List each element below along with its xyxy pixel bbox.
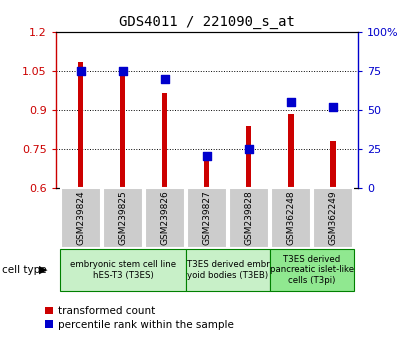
Text: GSM239827: GSM239827 [203,190,211,245]
Bar [270,249,353,291]
Text: GSM239825: GSM239825 [119,190,127,245]
Bar [313,188,353,248]
Point [246,146,252,152]
Bar [162,93,168,188]
Text: embryonic stem cell line
hES-T3 (T3ES): embryonic stem cell line hES-T3 (T3ES) [70,260,176,280]
Bar [271,188,311,248]
Point [330,104,336,109]
Bar [78,63,84,188]
Legend: transformed count, percentile rank within the sample: transformed count, percentile rank withi… [45,306,233,330]
Bar [205,159,209,188]
Point [162,76,168,81]
Text: T3ES derived embr
yoid bodies (T3EB): T3ES derived embr yoid bodies (T3EB) [187,260,269,280]
Bar [330,141,336,188]
Text: GSM362248: GSM362248 [287,190,295,245]
Bar [121,71,125,188]
Text: cell type: cell type [2,265,47,275]
Text: T3ES derived
pancreatic islet-like
cells (T3pi): T3ES derived pancreatic islet-like cells… [270,255,354,285]
Text: GSM239828: GSM239828 [244,190,254,245]
Point [120,68,126,74]
Bar [246,126,252,188]
Point [78,68,84,74]
Text: ▶: ▶ [39,265,47,275]
Text: GSM239824: GSM239824 [76,190,86,245]
Text: GSM362249: GSM362249 [328,190,338,245]
Point [288,99,294,105]
Bar [186,249,269,291]
Bar [229,188,269,248]
Bar [187,188,227,248]
Point [204,154,210,159]
Bar [61,188,101,248]
Text: GSM239826: GSM239826 [160,190,170,245]
Bar [103,188,143,248]
Title: GDS4011 / 221090_s_at: GDS4011 / 221090_s_at [119,16,295,29]
Bar [145,188,185,248]
Bar [289,114,293,188]
Bar [60,249,185,291]
